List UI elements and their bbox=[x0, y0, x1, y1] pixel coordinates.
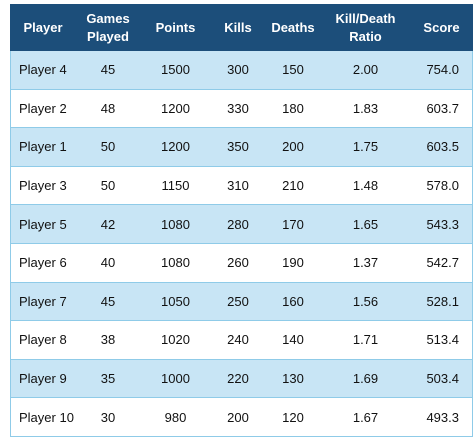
table-cell: 200 bbox=[265, 127, 321, 167]
table-cell: 300 bbox=[210, 50, 266, 90]
table-cell: 50 bbox=[75, 165, 141, 206]
table-cell: Player 1 bbox=[10, 127, 76, 167]
table-cell: 170 bbox=[265, 204, 321, 244]
table-cell: 48 bbox=[75, 88, 141, 129]
column-header: Games Played bbox=[75, 4, 141, 51]
table-cell: 160 bbox=[265, 281, 321, 322]
table-row: Player 2 48 1200 330 180 1.83 603.7 bbox=[10, 88, 473, 129]
table-cell: 42 bbox=[75, 204, 141, 244]
table-cell: 35 bbox=[75, 358, 141, 399]
table-cell: 1.67 bbox=[320, 397, 411, 437]
table-row: Player 6 40 1080 260 190 1.37 542.7 bbox=[10, 242, 473, 283]
table-cell: 1200 bbox=[140, 88, 211, 129]
table-cell: 542.7 bbox=[410, 242, 473, 283]
table-cell: 50 bbox=[75, 127, 141, 167]
column-header: Deaths bbox=[265, 4, 321, 51]
table-cell: 350 bbox=[210, 127, 266, 167]
table-cell: 38 bbox=[75, 320, 141, 360]
column-header: Kills bbox=[210, 4, 266, 51]
table-cell: 130 bbox=[265, 358, 321, 399]
table-cell: 250 bbox=[210, 281, 266, 322]
table-row: Player 1 50 1200 350 200 1.75 603.5 bbox=[10, 127, 473, 167]
table-cell: 180 bbox=[265, 88, 321, 129]
table-cell: 503.4 bbox=[410, 358, 473, 399]
table-cell: 1020 bbox=[140, 320, 211, 360]
table-cell: 45 bbox=[75, 50, 141, 90]
table-cell: 120 bbox=[265, 397, 321, 437]
table-row: Player 9 35 1000 220 130 1.69 503.4 bbox=[10, 358, 473, 399]
table-cell: 603.7 bbox=[410, 88, 473, 129]
table-cell: 1.71 bbox=[320, 320, 411, 360]
table-cell: 1.83 bbox=[320, 88, 411, 129]
table-cell: 603.5 bbox=[410, 127, 473, 167]
table-cell: 513.4 bbox=[410, 320, 473, 360]
table-cell: 310 bbox=[210, 165, 266, 206]
table-body: Player 4 45 1500 300 150 2.00 754.0 Player 2 48 1… bbox=[10, 50, 473, 437]
table-cell: 493.3 bbox=[410, 397, 473, 437]
table-cell: Player 3 bbox=[10, 165, 76, 206]
table-cell: 150 bbox=[265, 50, 321, 90]
table-cell: 45 bbox=[75, 281, 141, 322]
table-cell: Player 9 bbox=[10, 358, 76, 399]
table-row: Player 4 45 1500 300 150 2.00 754.0 bbox=[10, 50, 473, 90]
table-cell: 1080 bbox=[140, 204, 211, 244]
table-cell: 1200 bbox=[140, 127, 211, 167]
table-cell: 1000 bbox=[140, 358, 211, 399]
table-cell: 543.3 bbox=[410, 204, 473, 244]
table-row: Player 10 30 980 200 120 1.67 493.3 bbox=[10, 397, 473, 437]
table-cell: Player 10 bbox=[10, 397, 76, 437]
table-cell: 140 bbox=[265, 320, 321, 360]
table-cell: 528.1 bbox=[410, 281, 473, 322]
table-cell: 240 bbox=[210, 320, 266, 360]
table-header: Player Games Played Points Kills Deaths Kill/… bbox=[10, 4, 473, 51]
table-cell: 40 bbox=[75, 242, 141, 283]
table-row: Player 5 42 1080 280 170 1.65 543.3 bbox=[10, 204, 473, 244]
table-cell: 1050 bbox=[140, 281, 211, 322]
column-header: Kill/Death Ratio bbox=[320, 4, 411, 51]
table-cell: 260 bbox=[210, 242, 266, 283]
table-cell: Player 4 bbox=[10, 50, 76, 90]
table-cell: Player 8 bbox=[10, 320, 76, 360]
table-row: Player 3 50 1150 310 210 1.48 578.0 bbox=[10, 165, 473, 206]
table-cell: 1080 bbox=[140, 242, 211, 283]
table-cell: 190 bbox=[265, 242, 321, 283]
table-cell: Player 2 bbox=[10, 88, 76, 129]
table-row: Player 7 45 1050 250 160 1.56 528.1 bbox=[10, 281, 473, 322]
table-cell: 1.37 bbox=[320, 242, 411, 283]
table-cell: 754.0 bbox=[410, 50, 473, 90]
table-cell: Player 6 bbox=[10, 242, 76, 283]
table-cell: 200 bbox=[210, 397, 266, 437]
table-row: Player 8 38 1020 240 140 1.71 513.4 bbox=[10, 320, 473, 360]
table-cell: 1.75 bbox=[320, 127, 411, 167]
table-cell: 30 bbox=[75, 397, 141, 437]
table-cell: 1.56 bbox=[320, 281, 411, 322]
table-cell: 220 bbox=[210, 358, 266, 399]
table-cell: 280 bbox=[210, 204, 266, 244]
table-cell: Player 5 bbox=[10, 204, 76, 244]
table-cell: 330 bbox=[210, 88, 266, 129]
table-cell: 980 bbox=[140, 397, 211, 437]
table-cell: 1.65 bbox=[320, 204, 411, 244]
stats-table: Player Games Played Points Kills Deaths Kill/… bbox=[10, 4, 473, 437]
column-header: Score bbox=[410, 4, 473, 51]
table-cell: 2.00 bbox=[320, 50, 411, 90]
table-cell: Player 7 bbox=[10, 281, 76, 322]
table-cell: 1.48 bbox=[320, 165, 411, 206]
table-cell: 210 bbox=[265, 165, 321, 206]
table-cell: 1150 bbox=[140, 165, 211, 206]
table-cell: 1.69 bbox=[320, 358, 411, 399]
column-header: Points bbox=[140, 4, 211, 51]
column-header: Player bbox=[10, 4, 76, 51]
table-cell: 1500 bbox=[140, 50, 211, 90]
header-row: Player Games Played Points Kills Deaths Kill/… bbox=[10, 4, 473, 51]
table-cell: 578.0 bbox=[410, 165, 473, 206]
